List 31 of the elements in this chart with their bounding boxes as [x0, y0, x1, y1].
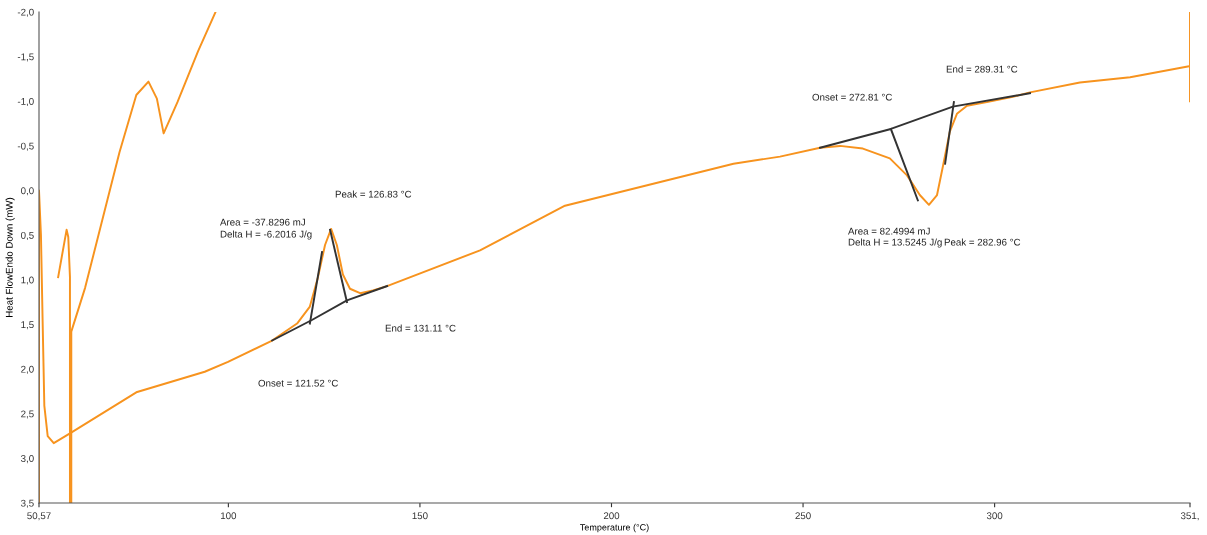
x-tick-label: 351, [1180, 512, 1199, 521]
y-tick-label: 0,0 [21, 187, 34, 196]
y-tick-label: 2,5 [21, 410, 34, 419]
y-tick-label: -1,0 [17, 98, 34, 107]
annotation: End = 131.11 °C [385, 324, 456, 332]
x-axis-title: Temperature (°C) [580, 523, 649, 533]
y-tick-label: 1,5 [21, 321, 34, 330]
y-axis-title: Heat FlowEndo Down (mW) [5, 197, 15, 317]
x-tick-label: 100 [221, 512, 237, 520]
y-tick-label: -2,0 [17, 8, 34, 17]
y-tick-label: 1,0 [21, 276, 34, 285]
annotation: Peak = 282.96 °C [944, 238, 1021, 246]
y-tick-label: -1,5 [17, 53, 34, 62]
y-tick-label: 0,5 [21, 231, 34, 240]
annotation: Delta H = -6.2016 J/g [220, 230, 312, 240]
annotation: Delta H = 13.5245 J/g [848, 238, 942, 248]
y-tick-label: -0,5 [17, 142, 34, 151]
y-tick-label: 3,5 [21, 499, 34, 508]
x-tick-label: 200 [603, 512, 620, 520]
x-tick-label: 300 [986, 512, 1003, 520]
annotation: Area = 82.4994 mJ [848, 227, 930, 235]
annotation: End = 289.31 °C [946, 65, 1018, 73]
annotation: Onset = 121.52 °C [258, 379, 338, 387]
x-tick-label: 150 [412, 512, 428, 520]
annotation: Onset = 272.81 °C [812, 93, 892, 101]
y-tick-label: 2,0 [21, 365, 34, 374]
annotation: Area = -37.8296 mJ [220, 218, 305, 226]
x-tick-label: 250 [795, 512, 811, 520]
annotation: Peak = 126.83 °C [335, 190, 412, 198]
x-tick-label: 50,57 [27, 512, 51, 521]
y-tick-label: 3,0 [21, 455, 34, 464]
